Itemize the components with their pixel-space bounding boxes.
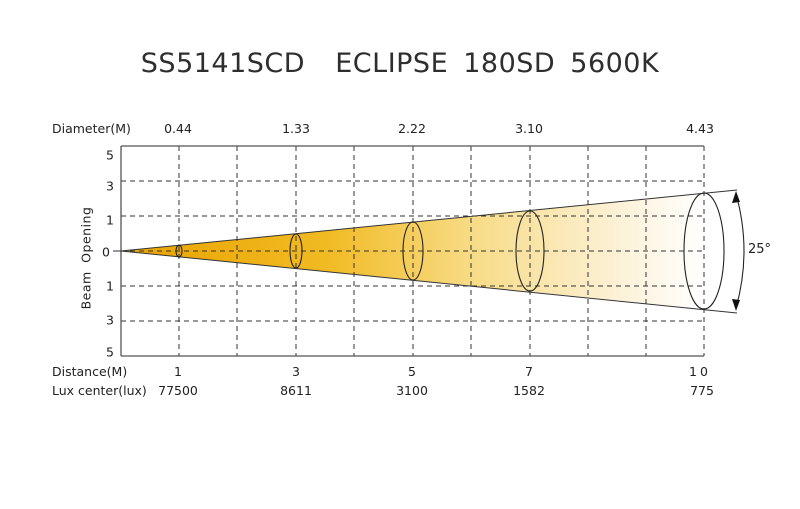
y-tick: 0 [102, 244, 110, 260]
grid-vertical [178, 146, 705, 356]
diameter-value: 2.22 [398, 121, 426, 136]
beam-edges [120, 189, 738, 314]
diameter-label: Diameter(M) [52, 121, 131, 136]
beam-opening-label: Beam Opening [78, 206, 94, 310]
diameter-value: 4.43 [686, 121, 714, 136]
lux-value: 1582 [513, 383, 545, 398]
distance-value: 3 [292, 364, 300, 379]
distance-value: 5 [408, 364, 416, 379]
diameter-value: 0.44 [164, 121, 192, 136]
lux-value: 8611 [280, 383, 312, 398]
distance-value: 1 [174, 364, 182, 379]
distance-value: 7 [525, 364, 533, 379]
distance-label: Distance(M) [52, 364, 128, 379]
angle-arc [735, 193, 745, 309]
lux-label: Lux center(lux) [52, 383, 147, 398]
y-tick: 3 [106, 312, 114, 328]
y-tick: 5 [106, 147, 114, 163]
lux-value: 3100 [396, 383, 428, 398]
y-tick: 1 [106, 212, 114, 228]
beam-angle-label: 25° [748, 242, 772, 257]
y-tick: 1 [106, 278, 114, 294]
y-tick: 3 [106, 178, 114, 194]
diameter-value: 1.33 [282, 121, 310, 136]
arrow-down-icon [732, 299, 740, 311]
y-tick: 5 [106, 344, 114, 360]
lux-value: 77500 [158, 383, 198, 398]
distance-value: 10 [689, 364, 711, 379]
diameter-value: 3.10 [515, 121, 543, 136]
chart-title: SS5141SCD ECLIPSE 180SD 5600K [140, 48, 660, 79]
arrow-up-icon [732, 191, 740, 203]
lux-value: 775 [690, 383, 714, 398]
beam-cross-sections [175, 192, 725, 310]
